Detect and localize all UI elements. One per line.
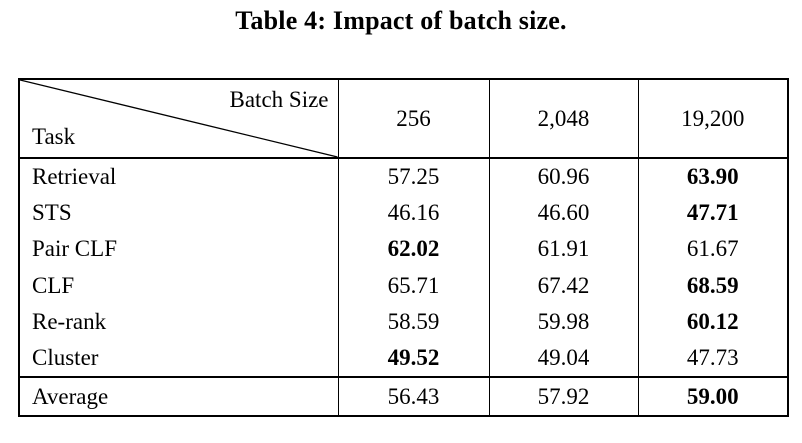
task-cell: CLF [32,272,75,298]
task-cell: Retrieval [32,163,117,189]
table-row: Pair CLF 62.02 61.91 61.67 [19,231,788,268]
value-cell: 57.92 [488,376,638,416]
column-header-256: 256 [337,79,489,159]
corner-label-batch-size: Batch Size [229,87,329,112]
task-cell: Re-rank [32,309,107,335]
value-cell: 59.98 [488,304,638,341]
value-cell: 49.52 [337,340,489,377]
column-header-19200: 19,200 [637,79,788,159]
corner-header-cell: Batch Size Task [19,79,338,159]
value-cell: 68.59 [637,267,788,304]
value-cell: 46.16 [337,194,489,231]
value-cell: 67.42 [488,267,638,304]
header-row: Batch Size Task 256 2,048 19,200 [19,79,788,159]
task-cell: STS [32,199,72,225]
value-cell: 61.67 [637,231,788,268]
value-cell: 62.02 [337,231,489,268]
table-footer: Average 56.43 57.92 59.00 [19,376,788,416]
table-row: STS 46.16 46.60 47.71 [19,194,788,231]
table-caption: Table 4: Impact of batch size. [235,6,567,35]
value-cell: 61.91 [488,231,638,268]
value-cell: 57.25 [337,158,489,195]
average-task-cell: Average [19,376,338,416]
table-row: Retrieval 57.25 60.96 63.90 [19,158,788,195]
value-cell: 58.59 [337,304,489,341]
value-cell: 47.71 [637,194,788,231]
value-cell: 47.73 [637,340,788,377]
diagonal-line [20,80,338,157]
value-cell: 60.12 [637,304,788,341]
value-cell: 60.96 [488,158,638,195]
task-cell: Pair CLF [32,236,117,262]
table-row: CLF 65.71 67.42 68.59 [19,267,788,304]
table-body: Retrieval 57.25 60.96 63.90 STS 46.16 46.60 47.… [19,158,788,377]
table-row: Average 56.43 57.92 59.00 [19,376,788,416]
corner-label-task: Task [32,124,76,149]
table-row: Cluster 49.52 49.04 47.73 [19,340,788,377]
value-cell: 65.71 [337,267,489,304]
value-cell: 56.43 [337,376,489,416]
batch-size-table: Batch Size Task 256 2,048 19,200 Retriev… [18,78,789,417]
table-row: Re-rank 58.59 59.98 60.12 [19,304,788,341]
value-cell: 46.60 [488,194,638,231]
task-cell: Cluster [32,345,99,371]
value-cell: 59.00 [637,376,788,416]
column-header-2048: 2,048 [488,79,638,159]
value-cell: 49.04 [488,340,638,377]
value-cell: 63.90 [637,158,788,195]
